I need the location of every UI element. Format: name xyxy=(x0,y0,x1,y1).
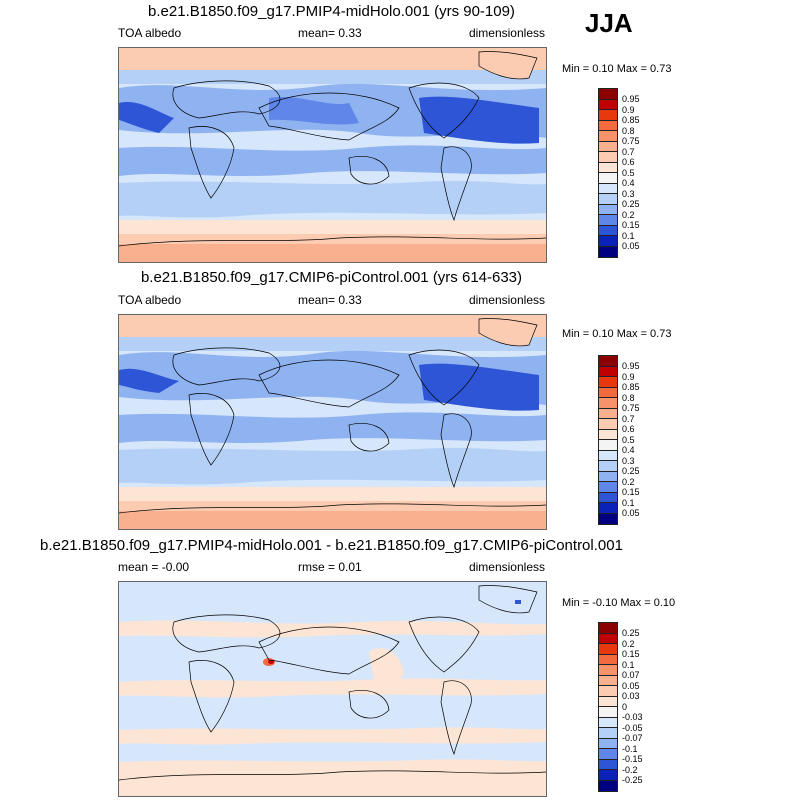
panel-1-colorbar-label: 0.75 xyxy=(622,136,640,146)
panel-3-colorbar-label: -0.2 xyxy=(622,764,638,775)
season-label: JJA xyxy=(585,8,633,38)
panel-2-colorbar-label: 0.95 xyxy=(622,361,640,371)
panel-2-colorbar-swatch xyxy=(598,512,618,525)
panel-2-map-svg xyxy=(119,315,546,529)
panel-3-colorbar-label: 0.25 xyxy=(622,628,640,638)
panel-1-colorbar-label: 0.1 xyxy=(622,230,635,241)
panel-3-left-label: mean = -0.00 xyxy=(118,560,190,574)
panel-2-colorbar-label: 0.05 xyxy=(622,508,640,518)
panel-1-colorbar-label: 0.7 xyxy=(622,146,635,157)
panel-3-colorbar-label: 0.07 xyxy=(622,670,640,680)
panel-2-colorbar-label: 0.85 xyxy=(622,382,640,392)
panel-1-colorbar-label: 0.5 xyxy=(622,167,635,178)
panel-1-colorbar-label: 0.05 xyxy=(622,241,640,251)
panel-3-colorbar-label: 0.03 xyxy=(622,691,640,701)
panel-1-colorbar-label: 0.15 xyxy=(622,220,640,230)
panel-2-map xyxy=(118,314,547,530)
panel-3-colorbar-label: 0.2 xyxy=(622,638,635,649)
panel-1-colorbar-label: 0.85 xyxy=(622,115,640,125)
panel-2-left-label: TOA albedo xyxy=(118,293,182,307)
panel-1-right-label: dimensionless xyxy=(468,26,545,40)
panel-3-colorbar-swatch xyxy=(598,779,618,792)
panel-3-colorbar-label: 0.15 xyxy=(622,649,640,659)
panel-2-center-label: mean= 0.33 xyxy=(298,293,362,307)
panel-1-colorbar-label: 0.95 xyxy=(622,94,640,104)
panel-3-colorbar-label: -0.15 xyxy=(622,754,643,764)
panel-2-colorbar-label: 0.3 xyxy=(622,455,635,466)
panel-2-colorbar-label: 0.8 xyxy=(622,392,635,403)
panel-2-title: b.e21.B1850.f09_g17.CMIP6-piControl.001 … xyxy=(140,269,523,286)
panel-1-colorbar-label: 0.3 xyxy=(622,188,635,199)
panel-2-colorbar-label: 0.7 xyxy=(622,413,635,424)
panel-3-colorbar-label: -0.03 xyxy=(622,712,643,722)
panel-2-right-label: dimensionless xyxy=(468,293,545,307)
panel-1-colorbar-label: 0.25 xyxy=(622,199,640,209)
panel-2-colorbar-label: 0.6 xyxy=(622,424,635,434)
panel-3-colorbar-label: -0.05 xyxy=(622,722,643,733)
panel-3-colorbar-label: -0.25 xyxy=(622,775,643,785)
panel-2-minmax: Min = 0.10 Max = 0.73 xyxy=(562,328,672,340)
panel-1-map-svg xyxy=(119,48,546,262)
panel-3-map xyxy=(118,581,547,797)
panel-1-minmax: Min = 0.10 Max = 0.73 xyxy=(562,63,672,75)
panel-2-colorbar-label: 0.2 xyxy=(622,476,635,487)
panel-1-colorbar-label: 0.4 xyxy=(622,178,635,188)
panel-3-colorbar-label: 0.05 xyxy=(622,680,640,691)
panel-1-map xyxy=(118,47,547,263)
panel-3-colorbar-label: -0.1 xyxy=(622,743,638,754)
panel-2-colorbar-label: 0.5 xyxy=(622,434,635,445)
panel-2-colorbar-label: 0.4 xyxy=(622,445,635,455)
panel-3-colorbar-label: 0.1 xyxy=(622,659,635,670)
panel-1-center-label: mean= 0.33 xyxy=(298,26,362,40)
panel-2-colorbar-label: 0.15 xyxy=(622,487,640,497)
panel-1-colorbar-label: 0.9 xyxy=(622,104,635,115)
panel-3-map-svg xyxy=(119,582,546,796)
panel-3-colorbar-label: -0.07 xyxy=(622,733,643,743)
panel-1-colorbar-label: 0.8 xyxy=(622,125,635,136)
panel-3-minmax: Min = -0.10 Max = 0.10 xyxy=(562,597,676,609)
panel-3-colorbar-label: 0 xyxy=(622,701,628,712)
panel-3-center-label: rmse = 0.01 xyxy=(298,560,362,574)
panel-2-colorbar-label: 0.9 xyxy=(622,371,635,382)
panel-3-right-label: dimensionless xyxy=(468,560,545,574)
panel-2-colorbar-label: 0.1 xyxy=(622,497,635,508)
panel-1-left-label: TOA albedo xyxy=(118,26,182,40)
panel-1-colorbar-label: 0.2 xyxy=(622,209,635,220)
panel-1-colorbar-swatch xyxy=(598,245,618,258)
panel-1-title: b.e21.B1850.f09_g17.PMIP4-midHolo.001 (y… xyxy=(148,3,515,20)
panel-3-title: b.e21.B1850.f09_g17.PMIP4-midHolo.001 - … xyxy=(40,537,623,554)
panel-2-colorbar-label: 0.75 xyxy=(622,403,640,413)
panel-1-colorbar-label: 0.6 xyxy=(622,157,635,167)
panel-2-colorbar-label: 0.25 xyxy=(622,466,640,476)
